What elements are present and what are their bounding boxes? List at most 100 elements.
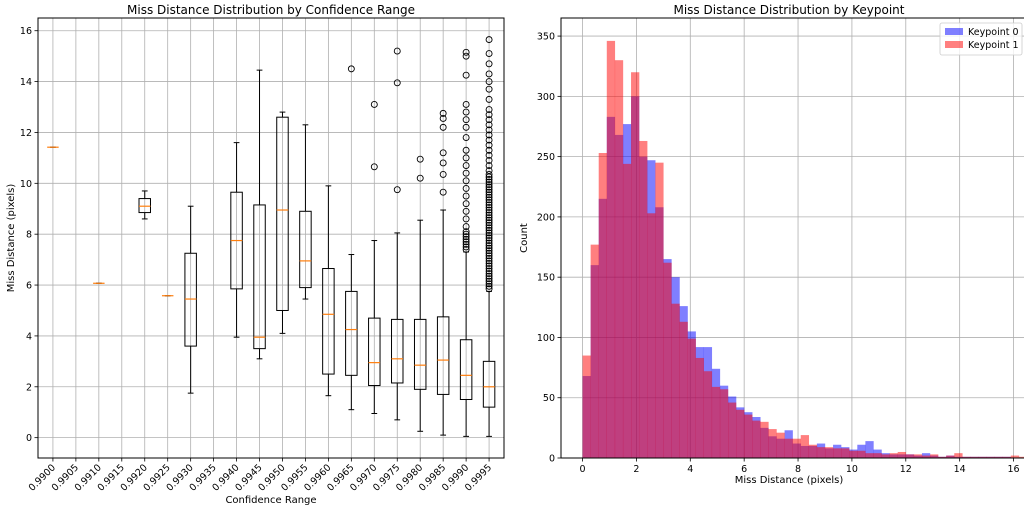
outlier-point — [485, 237, 493, 244]
hist-bar — [970, 456, 979, 458]
outlier-point — [462, 200, 470, 208]
histogram-marks — [582, 40, 1024, 459]
y-tick-label: 12 — [20, 128, 32, 139]
outlier-point — [485, 176, 493, 183]
outlier-point — [485, 183, 493, 191]
outlier-point — [370, 101, 378, 108]
hist-bar — [841, 448, 850, 458]
outlier-point — [416, 155, 424, 163]
outlier-point — [462, 71, 470, 79]
outlier-point — [485, 206, 493, 214]
outlier-point — [462, 48, 470, 56]
hist-bar — [744, 414, 753, 458]
outlier-point — [462, 154, 470, 162]
iqr-box — [459, 339, 473, 401]
outlier-point — [485, 211, 493, 219]
outlier-point — [462, 207, 470, 215]
outlier-point — [485, 234, 493, 242]
outlier-point — [485, 262, 493, 270]
x-tick-label: 4 — [687, 464, 693, 475]
outlier-point — [439, 159, 447, 167]
outlier-point — [485, 111, 493, 119]
outlier-point — [485, 216, 493, 224]
outlier-point — [485, 146, 493, 154]
hist-bar — [760, 421, 769, 458]
hist-bar — [679, 321, 688, 458]
hist-bar — [930, 454, 939, 458]
outlier-point — [485, 156, 493, 164]
y-tick-label: 10 — [20, 179, 32, 190]
histogram-chart: Miss Distance Distribution by Keypoint 0… — [519, 3, 1024, 486]
outlier-point — [485, 201, 493, 209]
boxplot-axes-frame — [37, 17, 505, 459]
outlier-point — [485, 209, 493, 217]
x-tick-label: 0 — [580, 464, 586, 475]
boxplot-title: Miss Distance Distribution by Confidence… — [127, 3, 415, 17]
hist-bar — [849, 450, 858, 458]
y-tick-label: 150 — [537, 273, 555, 284]
outlier-point — [485, 50, 493, 58]
iqr-box — [253, 204, 266, 350]
outlier-point — [462, 192, 470, 200]
hist-bar — [736, 409, 745, 458]
y-tick-label: 14 — [20, 77, 32, 88]
hist-bar — [833, 448, 842, 458]
y-tick-label: 4 — [26, 331, 32, 342]
hist-bar — [687, 338, 696, 458]
hist-bar — [921, 455, 931, 458]
hist-bar — [962, 456, 971, 458]
outlier-point — [439, 115, 447, 122]
y-tick-label: 8 — [26, 230, 32, 241]
outlier-point — [485, 116, 493, 124]
x-tick-label: 12 — [900, 464, 912, 475]
x-tick-label: 16 — [1007, 464, 1019, 475]
outlier-point — [462, 162, 470, 169]
outlier-point — [485, 198, 493, 206]
outlier-point — [485, 170, 493, 178]
hist-bar — [800, 435, 810, 458]
hist-bar — [873, 453, 882, 458]
boxplot-marks — [47, 36, 496, 437]
outlier-point — [485, 229, 493, 237]
outlier-point — [485, 214, 493, 222]
outlier-point — [485, 196, 493, 204]
outlier-point — [485, 275, 493, 283]
outlier-point — [439, 109, 447, 117]
outlier-point — [462, 233, 470, 241]
hist-bar — [647, 213, 656, 458]
hist-bar — [913, 454, 923, 458]
hist-bar — [889, 453, 898, 458]
y-tick-label: 200 — [537, 212, 555, 223]
hist-bar — [695, 357, 704, 458]
hist-bar — [768, 429, 777, 458]
outlier-point — [462, 116, 470, 124]
outlier-point — [485, 259, 493, 267]
outlier-point — [485, 239, 493, 247]
outlier-point — [485, 204, 493, 211]
outlier-point — [485, 121, 493, 129]
hist-bar — [986, 456, 995, 458]
outlier-point — [439, 149, 447, 157]
hist-bar — [881, 454, 890, 458]
outlier-point — [485, 226, 493, 234]
boxplot-grid — [38, 18, 504, 458]
y-tick-label: 50 — [543, 393, 555, 404]
outlier-point — [485, 126, 493, 134]
outlier-point — [439, 188, 447, 196]
box-0.9970 — [368, 101, 381, 414]
hist-bar — [1002, 456, 1012, 458]
hist-bar — [938, 456, 947, 458]
hist-bar — [606, 40, 616, 458]
x-tick-label: 10 — [846, 464, 858, 475]
box-0.9965 — [345, 65, 358, 411]
hist-bar — [792, 438, 801, 458]
y-tick-label: 16 — [20, 26, 32, 37]
hist-bar — [582, 355, 591, 458]
outlier-point — [462, 228, 470, 236]
box-0.9930 — [184, 205, 197, 394]
hist-bar — [711, 386, 721, 458]
hist-bar — [1018, 456, 1024, 458]
histogram-ticks: 0 50 100 150 200 250 300 350 0 2 4 6 8 10 12 14 16 — [537, 32, 1020, 475]
box-0.9995 — [482, 36, 496, 437]
outlier-point — [439, 123, 447, 131]
